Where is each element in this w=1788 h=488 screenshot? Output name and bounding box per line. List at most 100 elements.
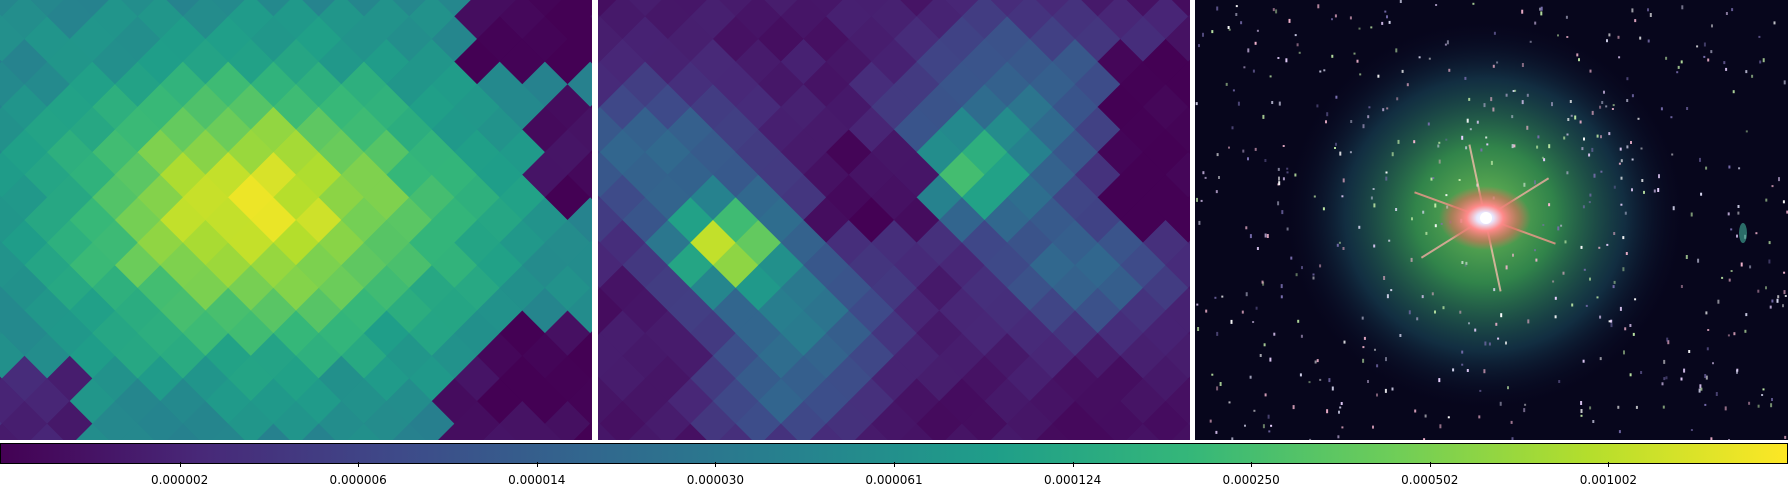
- noise-speck: [1299, 373, 1302, 377]
- noise-speck: [1410, 257, 1413, 262]
- noise-speck: [1216, 331, 1219, 336]
- noise-speck: [1765, 198, 1768, 202]
- noise-speck: [1580, 401, 1583, 405]
- noise-speck: [1198, 44, 1200, 48]
- noise-speck: [1639, 36, 1642, 40]
- noise-speck: [1205, 309, 1208, 313]
- noise-speck: [1511, 144, 1514, 149]
- noise-speck: [1727, 212, 1730, 216]
- noise-speck: [1576, 53, 1579, 57]
- noise-speck: [1611, 108, 1614, 110]
- noise-speck: [1313, 195, 1316, 198]
- noise-speck: [1341, 195, 1344, 198]
- colorbar-tick-label: 0.000124: [1043, 473, 1102, 487]
- noise-speck: [1472, 2, 1475, 5]
- noise-speck: [1308, 381, 1311, 384]
- noise-speck: [1631, 94, 1634, 98]
- noise-speck: [1496, 61, 1499, 64]
- noise-speck: [1386, 15, 1388, 19]
- noise-speck: [1202, 32, 1204, 37]
- noise-speck: [1618, 56, 1621, 59]
- noise-speck: [1661, 382, 1664, 386]
- noise-speck: [1658, 174, 1660, 179]
- noise-speck: [1686, 107, 1689, 110]
- noise-speck: [1312, 276, 1315, 280]
- noise-speck: [1316, 104, 1319, 108]
- noise-speck: [1275, 9, 1278, 14]
- noise-speck: [1541, 156, 1544, 159]
- colorbar-svg: [1, 444, 1787, 463]
- noise-speck: [1423, 438, 1426, 440]
- noise-speck: [1492, 107, 1495, 112]
- noise-speck: [1707, 329, 1710, 331]
- noise-speck: [1228, 401, 1231, 404]
- noise-speck: [1778, 177, 1780, 182]
- noise-speck: [1439, 424, 1442, 429]
- colorbar-tick: [358, 462, 360, 467]
- noise-speck: [1414, 409, 1417, 413]
- noise-speck: [1322, 207, 1325, 211]
- noise-speck: [1448, 68, 1451, 72]
- noise-speck: [1539, 7, 1542, 11]
- heatmap-cell: [521, 423, 568, 440]
- noise-speck: [1523, 408, 1526, 413]
- noise-speck: [1757, 289, 1760, 293]
- noise-speck: [1505, 341, 1507, 345]
- noise-speck: [1624, 327, 1627, 331]
- noise-speck: [1534, 249, 1536, 252]
- noise-speck: [1247, 48, 1250, 53]
- noise-speck: [1727, 334, 1730, 337]
- noise-speck: [1298, 51, 1301, 54]
- noise-speck: [1479, 389, 1482, 392]
- colorbar-tick-label: 0.000502: [1401, 473, 1459, 487]
- noise-speck: [1361, 316, 1364, 320]
- noise-speck: [1363, 336, 1366, 340]
- noise-speck: [1507, 386, 1509, 390]
- noise-speck: [1204, 176, 1207, 179]
- noise-speck: [1728, 439, 1730, 440]
- noise-speck: [1717, 299, 1720, 304]
- noise-speck: [1334, 147, 1336, 149]
- noise-speck: [1571, 303, 1574, 307]
- noise-speck: [1557, 226, 1560, 231]
- noise-speck: [1635, 405, 1638, 409]
- heatmap-cell: [69, 423, 116, 440]
- noise-speck: [1629, 324, 1632, 327]
- noise-speck: [1438, 141, 1441, 144]
- noise-speck: [1249, 375, 1252, 379]
- noise-speck: [1740, 262, 1743, 267]
- noise-speck: [1285, 58, 1288, 63]
- noise-speck: [1566, 133, 1569, 136]
- noise-speck: [1269, 357, 1272, 362]
- noise-speck: [1228, 146, 1230, 149]
- noise-speck: [1707, 58, 1710, 62]
- noise-speck: [1399, 0, 1402, 3]
- heatmap-cell: [984, 423, 1031, 440]
- heatmap-cell: [476, 423, 523, 440]
- noise-speck: [1536, 145, 1539, 149]
- noise-speck: [1340, 402, 1343, 405]
- noise-speck: [1219, 382, 1222, 386]
- noise-speck: [1725, 12, 1728, 15]
- noise-speck: [1703, 55, 1706, 58]
- colorbar-tick: [1072, 462, 1074, 467]
- noise-speck: [1534, 180, 1536, 185]
- noise-speck: [1711, 24, 1713, 28]
- noise-speck: [1534, 21, 1537, 25]
- noise-speck: [1758, 35, 1761, 38]
- noise-speck: [1483, 369, 1486, 374]
- noise-speck: [1630, 141, 1632, 144]
- noise-speck: [1514, 89, 1517, 92]
- noise-speck: [1331, 54, 1334, 58]
- noise-speck: [1427, 122, 1430, 126]
- noise-speck: [1334, 14, 1337, 18]
- noise-speck: [1231, 126, 1234, 130]
- noise-speck: [1542, 224, 1545, 226]
- noise-speck: [1690, 429, 1693, 431]
- noise-speck: [1286, 167, 1289, 170]
- noise-speck: [1281, 210, 1284, 215]
- noise-speck: [1558, 380, 1561, 383]
- noise-speck: [1690, 212, 1693, 217]
- noise-speck: [1196, 303, 1199, 306]
- noise-speck: [1262, 281, 1265, 286]
